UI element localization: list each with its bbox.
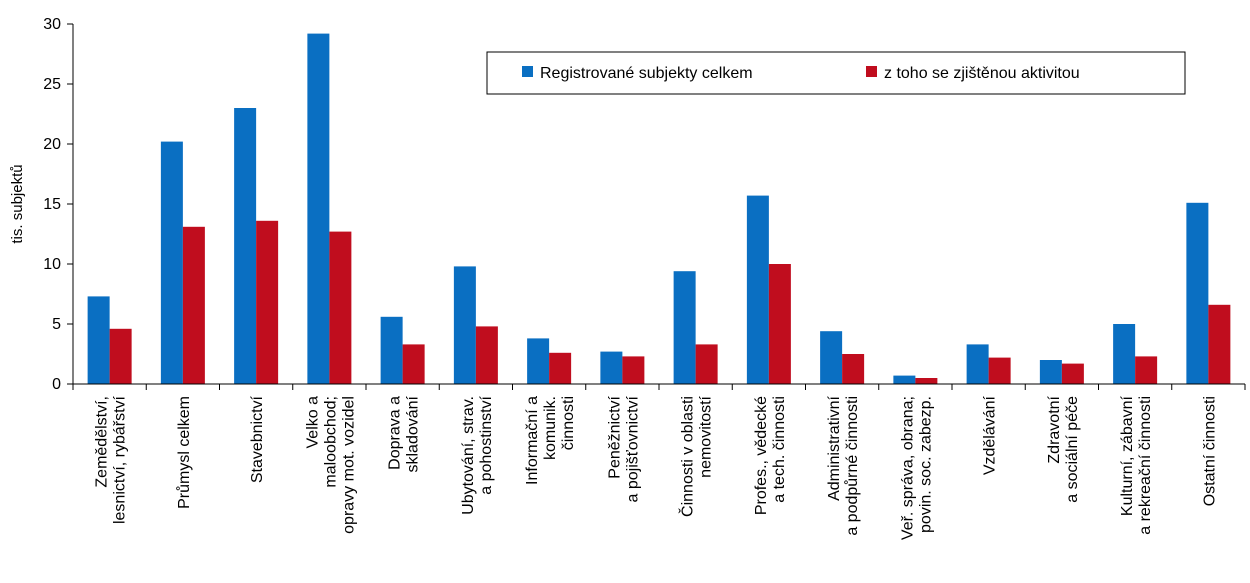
bar-active-10	[842, 354, 865, 384]
x-category-label-line: Velko a	[304, 396, 321, 449]
x-category-label-line: Zdravotní	[1046, 395, 1063, 463]
x-category-label: Stavebnictví	[249, 395, 266, 483]
x-category-label-line: Zemědělství,	[94, 396, 111, 488]
x-category-label: Veř. správa, obrana; povin. soc. zabezp.	[899, 396, 934, 540]
y-tick-label: 25	[43, 76, 61, 93]
x-category-label-line: Stavebnictví	[249, 395, 266, 483]
x-category-label-line: činnosti	[560, 396, 577, 450]
y-tick-label: 15	[43, 196, 61, 213]
bar-active-3	[329, 231, 352, 384]
x-category-label-line: a pohostinství	[478, 395, 495, 494]
bar-active-0	[109, 328, 132, 384]
x-category-label-line: Doprava a	[387, 396, 404, 470]
x-category-label: Informační a komunik. činnosti	[524, 396, 577, 485]
x-category-label-line: povin. soc. zabezp.	[917, 396, 934, 533]
x-category-label-line: Činnosti v oblasti	[678, 396, 697, 517]
bar-registered-11	[893, 375, 916, 384]
bar-active-7	[622, 356, 645, 384]
x-category-label-line: Ubytování, strav.	[460, 396, 477, 515]
legend-swatch	[866, 66, 877, 77]
bar-active-2	[256, 220, 279, 384]
bar-registered-3	[307, 33, 330, 384]
x-category-label-line: Ostatní činnosti	[1201, 396, 1218, 506]
bar-registered-1	[160, 141, 183, 384]
bar-registered-2	[234, 108, 257, 384]
y-tick-label: 10	[43, 256, 61, 273]
x-category-label: Vzdělávání	[982, 395, 999, 475]
x-category-label-line: Průmysl celkem	[175, 396, 193, 509]
x-category-label-line: Peněžnictví	[606, 395, 623, 478]
bar-registered-0	[87, 296, 110, 384]
x-category-label: Profes., vědecké a tech. činnosti	[753, 396, 788, 515]
bar-registered-5	[453, 266, 476, 384]
x-category-label: Zemědělství, lesnictví, rybářství	[94, 395, 129, 524]
bar-active-14	[1135, 356, 1158, 384]
y-tick-label: 0	[52, 376, 61, 393]
x-category-label-line: nemovitostí	[698, 395, 715, 477]
x-category-label-line: maloobchod;	[322, 396, 339, 488]
bar-registered-10	[820, 331, 843, 384]
bar-active-5	[475, 326, 498, 384]
bar-registered-8	[673, 271, 696, 384]
x-axis-labels: Zemědělství, lesnictví, rybářství Průmysl …	[94, 395, 1219, 540]
legend: Registrované subjekty celkem z toho se zj…	[486, 51, 1186, 95]
axes	[72, 24, 1246, 390]
x-category-label: Administrativní a podpůrné činnosti	[826, 395, 861, 535]
bar-active-6	[549, 352, 572, 384]
bar-registered-7	[600, 351, 623, 384]
x-category-label: Peněžnictví a pojišťovnictví	[606, 395, 641, 502]
bar-active-11	[915, 378, 938, 384]
y-tick-label: 20	[43, 136, 61, 153]
bar-registered-13	[1039, 360, 1062, 384]
bar-active-13	[1061, 363, 1084, 384]
bar-registered-4	[380, 316, 403, 384]
x-category-label-line: Veř. správa, obrana;	[899, 396, 916, 540]
bar-registered-9	[746, 195, 769, 384]
y-axis-title: tis. subjektů	[9, 164, 26, 243]
bar-active-1	[182, 226, 205, 384]
x-category-label-line: a sociální péče	[1064, 396, 1081, 503]
bar-active-4	[402, 344, 425, 384]
x-category-label-line: a pojišťovnictví	[624, 395, 641, 502]
legend-label: z toho se zjištěnou aktivitou	[884, 65, 1080, 82]
x-category-label-line: Informační a	[524, 396, 541, 485]
bar-active-8	[695, 344, 718, 384]
x-category-label-line: lesnictví, rybářství	[112, 395, 129, 524]
x-category-label-line: Vzdělávání	[982, 395, 999, 475]
bar-active-12	[988, 357, 1011, 384]
x-category-label-line: komunik.	[542, 396, 559, 460]
x-category-label: Zdravotní a sociální péče	[1046, 395, 1081, 502]
legend-box	[486, 51, 1186, 95]
x-category-label: Velko a maloobchod; opravy mot. vozidel	[304, 396, 357, 534]
x-category-label-line: a rekreační činnosti	[1137, 396, 1154, 535]
x-category-label-line: a podpůrné činnosti	[843, 396, 861, 536]
x-category-label-line: Profes., vědecké	[753, 396, 770, 515]
x-category-label: Doprava a skladování	[387, 395, 422, 472]
x-category-label-line: Administrativní	[826, 395, 843, 500]
y-tick-label: 30	[43, 16, 61, 33]
x-category-label-line: skladování	[405, 395, 422, 472]
x-category-label-line: opravy mot. vozidel	[340, 396, 357, 534]
x-category-label: Ostatní činnosti	[1201, 396, 1218, 506]
x-category-label: Činnosti v oblasti nemovitostí	[678, 395, 715, 517]
bar-registered-6	[527, 338, 550, 384]
bar-registered-14	[1113, 324, 1136, 384]
bar-active-15	[1208, 304, 1231, 384]
bars	[87, 33, 1231, 384]
bar-registered-15	[1186, 202, 1209, 384]
x-category-label-line: a tech. činnosti	[771, 396, 788, 503]
x-category-label: Kulturní, zábavní a rekreační činnosti	[1119, 395, 1154, 534]
x-category-label-line: Kulturní, zábavní	[1119, 395, 1136, 516]
bar-active-9	[768, 264, 791, 384]
legend-swatch	[522, 66, 533, 77]
x-category-label: Ubytování, strav. a pohostinství	[460, 395, 495, 514]
legend-label: Registrované subjekty celkem	[540, 65, 753, 82]
y-tick-label: 5	[52, 316, 61, 333]
y-axis-ticks: 0 5 10 15 20 25 30	[43, 16, 73, 393]
x-category-label: Průmysl celkem	[175, 396, 193, 509]
bar-registered-12	[966, 344, 989, 384]
